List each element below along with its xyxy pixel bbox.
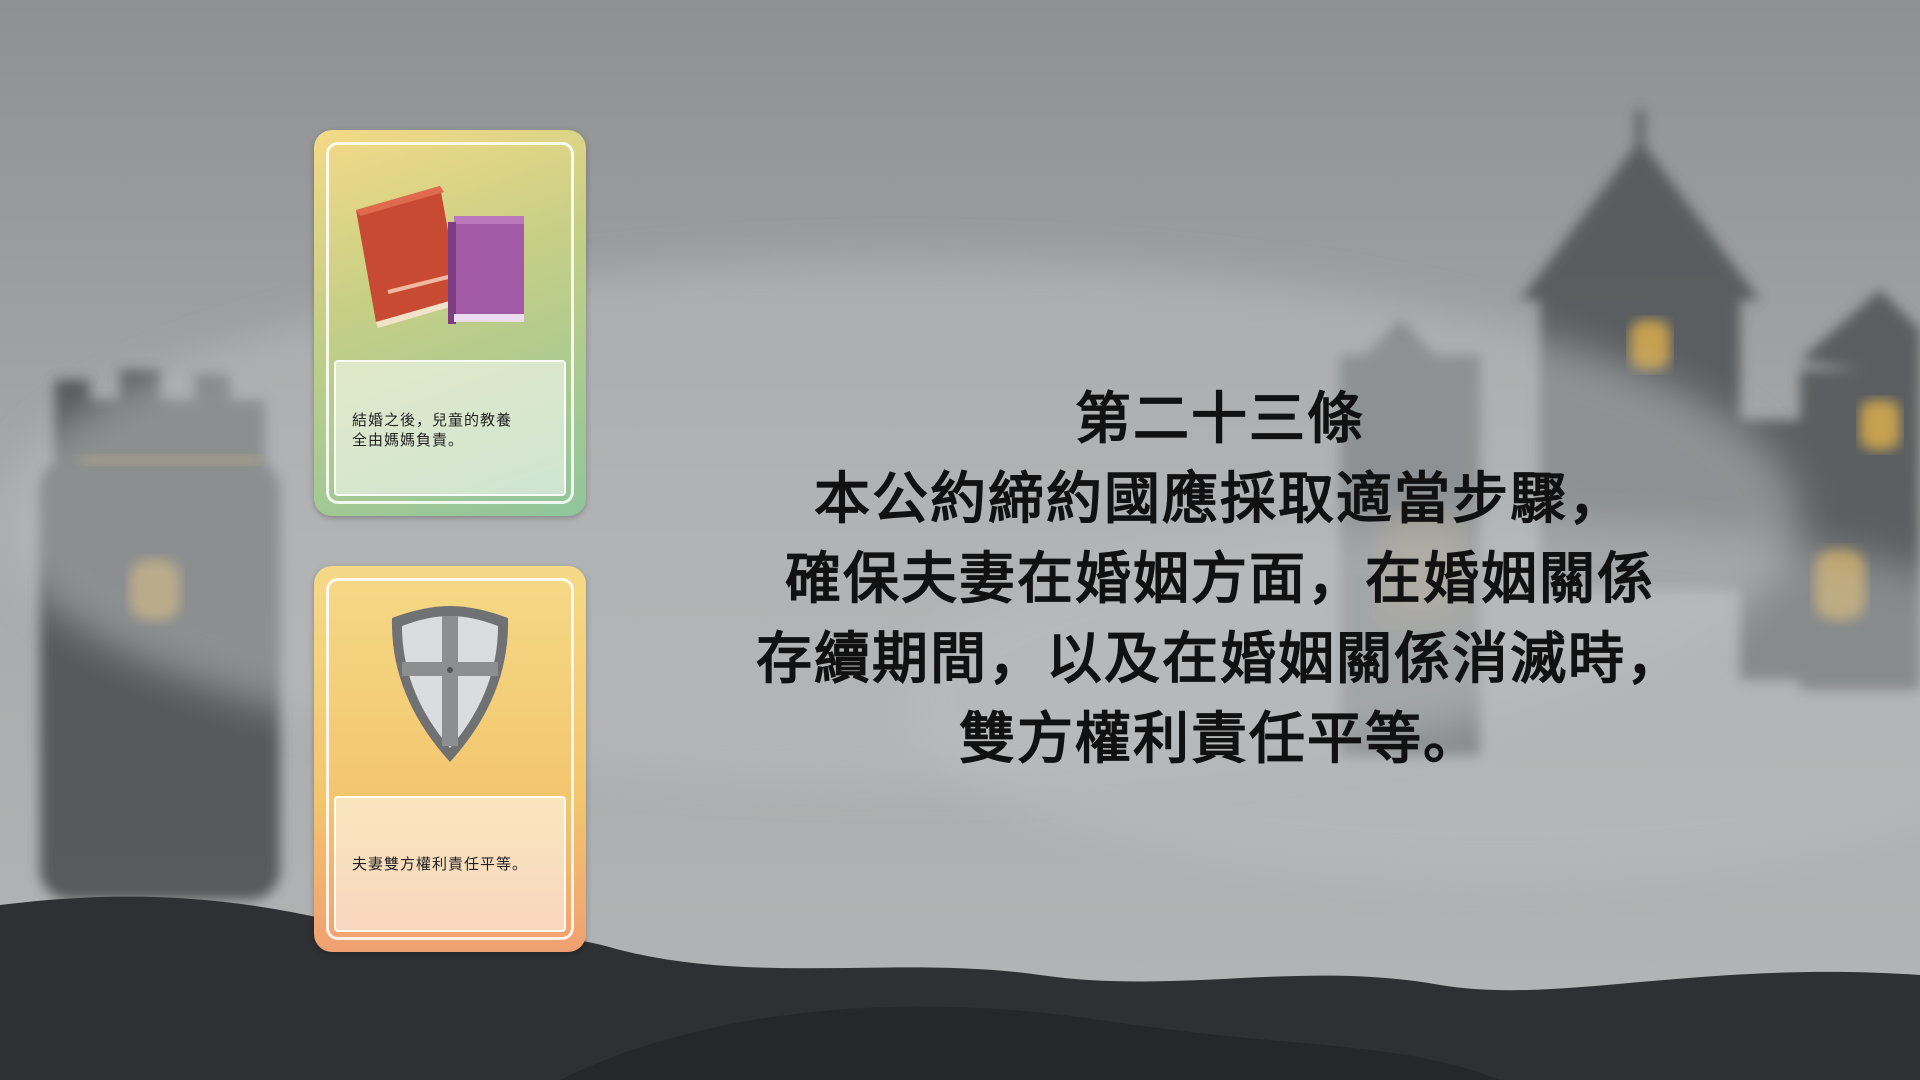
card-text: 結婚之後，兒童的教養 全由媽媽負責。 [352, 411, 513, 449]
card-text-box: 結婚之後，兒童的教養 全由媽媽負責。 [334, 360, 566, 496]
castle-window [1630, 320, 1670, 370]
article-line: 雙方權利責任平等。 [959, 707, 1481, 772]
card-text-box: 夫妻雙方權利責任平等。 [334, 796, 566, 932]
card-shield: 夫妻雙方權利責任平等。 [314, 566, 586, 952]
castle-window [1860, 400, 1900, 450]
shield-icon [391, 606, 509, 762]
article-text: 第二十三條 本公約締約國應採取適當步驟， 確保夫妻在婚姻方面，在婚姻關係 存續期… [640, 380, 1800, 780]
card-frame [326, 142, 574, 504]
card-frame [326, 578, 574, 940]
card-text: 夫妻雙方權利責任平等。 [352, 855, 529, 873]
books-icon [356, 186, 524, 328]
article-line: 本公約締約國應採取適當步驟， [814, 467, 1626, 532]
article-title: 第二十三條 [1075, 387, 1365, 452]
article-line: 確保夫妻在婚姻方面，在婚姻關係 [785, 547, 1655, 612]
article-line: 存續期間，以及在婚姻關係消滅時， [756, 627, 1684, 692]
card-books: 結婚之後，兒童的教養 全由媽媽負責。 [314, 130, 586, 516]
